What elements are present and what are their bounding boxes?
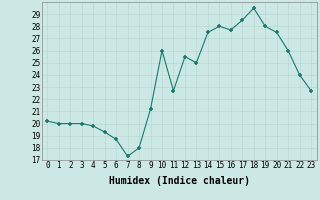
X-axis label: Humidex (Indice chaleur): Humidex (Indice chaleur): [109, 176, 250, 186]
